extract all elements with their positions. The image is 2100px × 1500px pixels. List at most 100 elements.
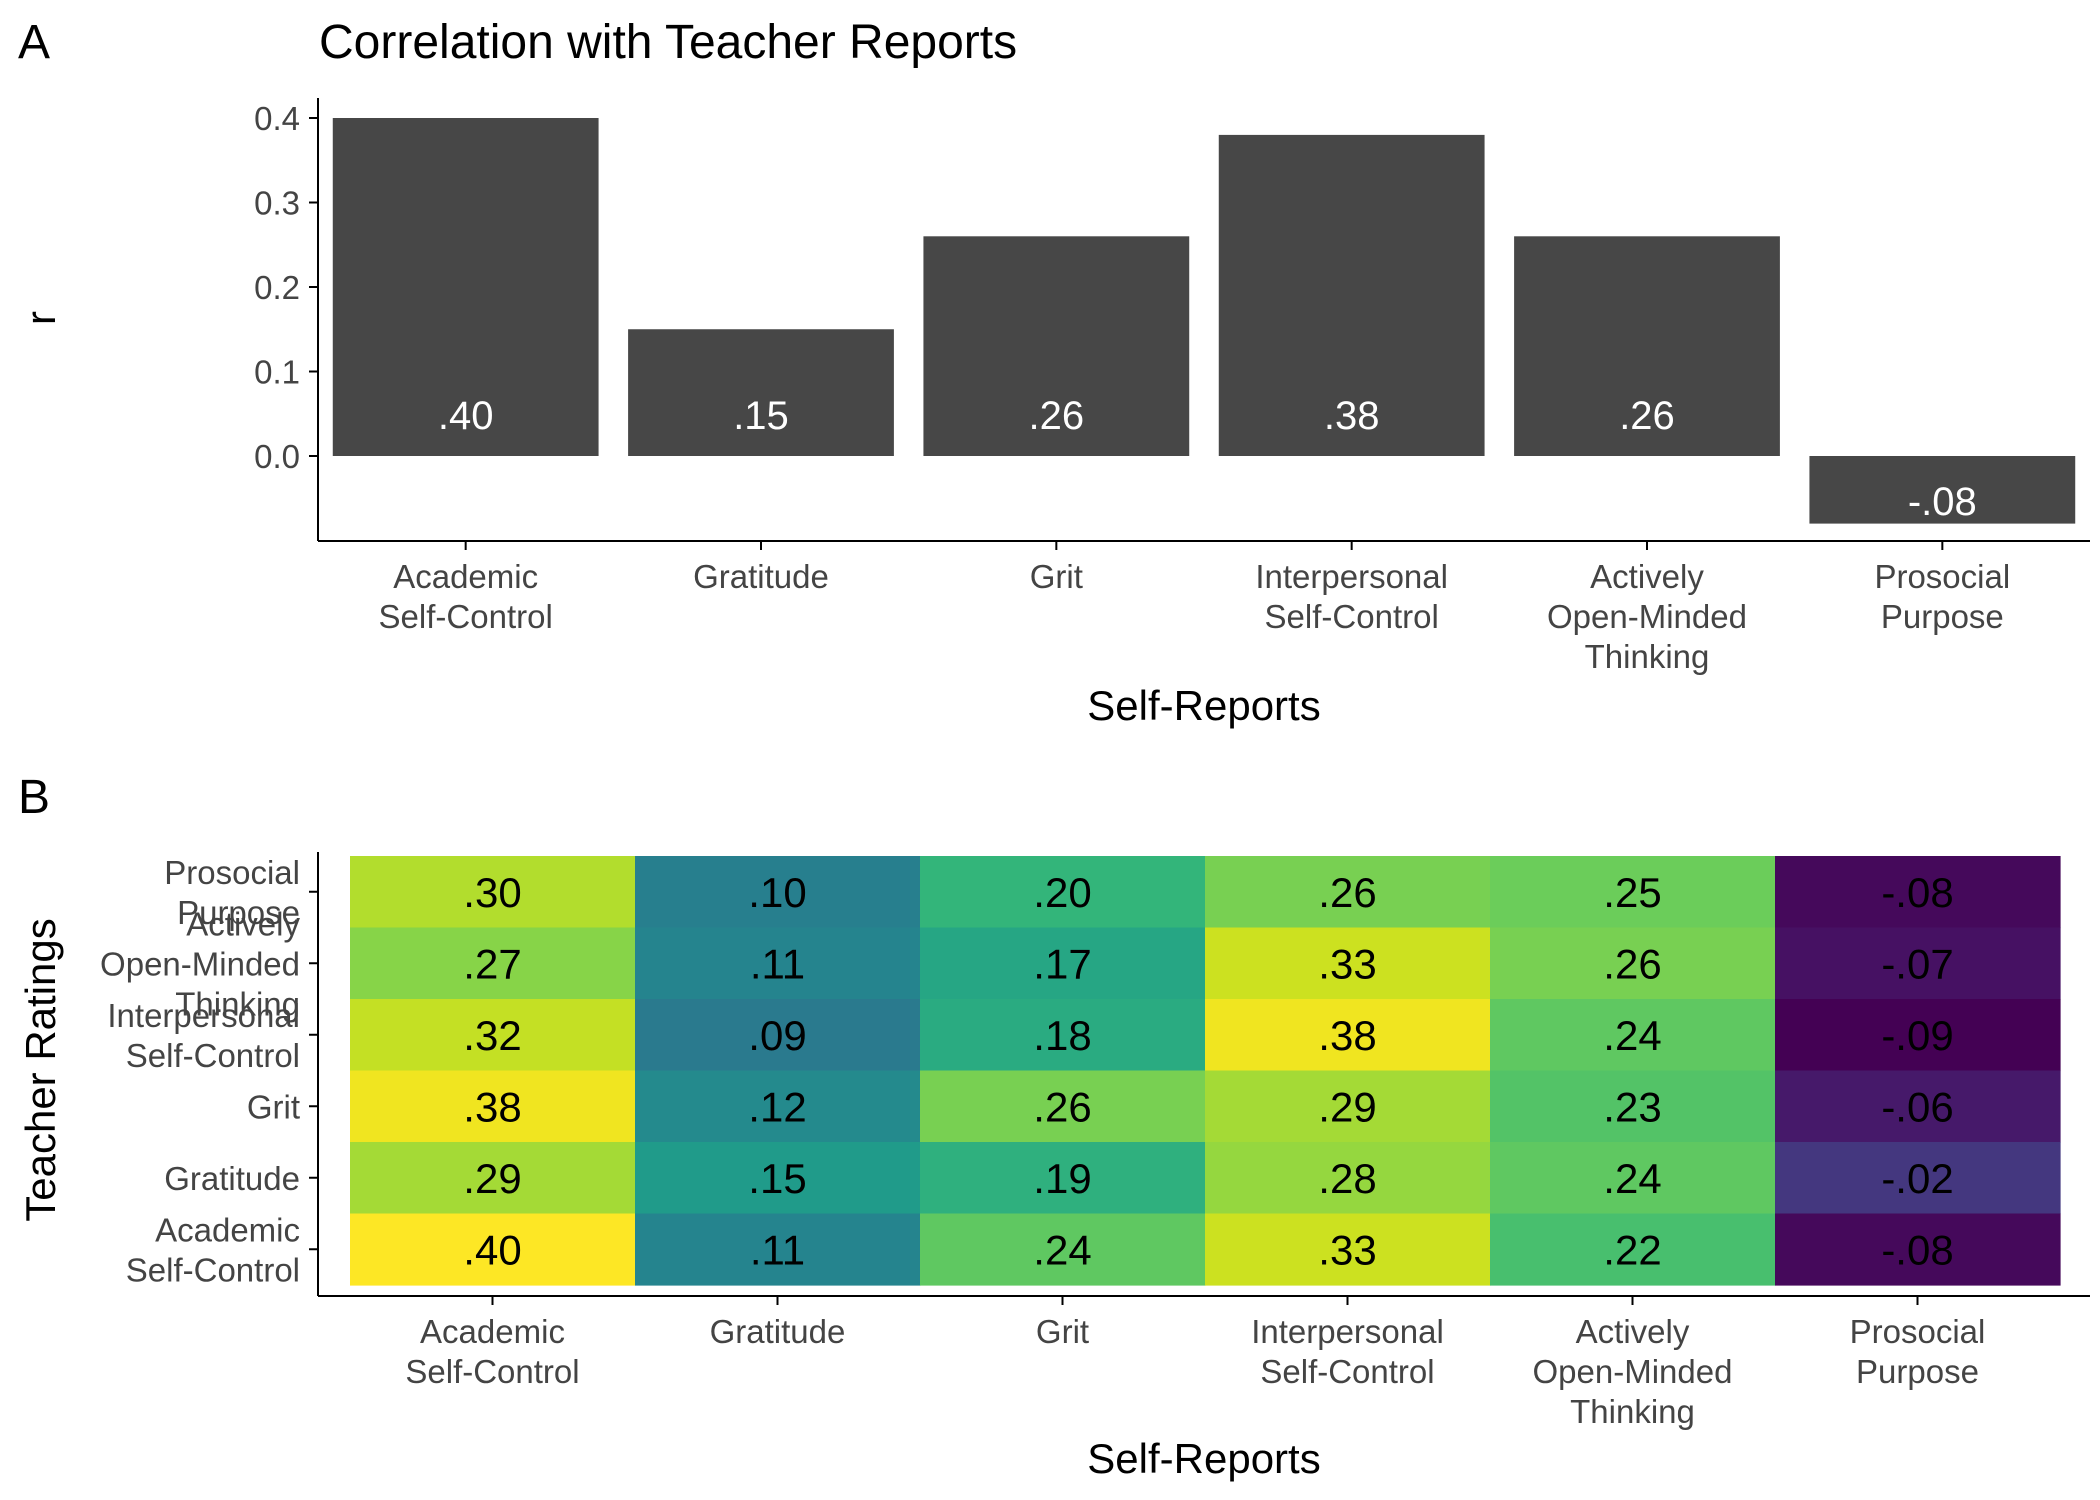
heatmap-cell-label: .29: [463, 1155, 521, 1202]
heatmap-cell-label: .19: [1033, 1155, 1091, 1202]
heatmap-cell-label: .17: [1033, 940, 1091, 987]
heatmap-cell-label: .38: [1318, 1012, 1376, 1059]
heatmap-cell-label: -.06: [1881, 1083, 1953, 1130]
heatmap-cell: [1205, 1142, 1491, 1215]
heatmap-cell: [1205, 1213, 1491, 1286]
heatmap-cell: [635, 856, 921, 929]
heatmap-cell: [350, 1142, 636, 1215]
bar-value-label: .26: [1029, 394, 1085, 438]
heatmap-cell: [920, 927, 1206, 1000]
heatmap-cell: [920, 1142, 1206, 1215]
x-tick-label: Interpersonal Self-Control: [1251, 1313, 1444, 1390]
heatmap-cell-label: -.07: [1881, 940, 1953, 987]
x-axis-title: Self-Reports: [1087, 1435, 1320, 1482]
heatmap-cell-label: .12: [748, 1083, 806, 1130]
heatmap-cell: [1205, 1070, 1491, 1143]
heatmap-cell: [920, 999, 1206, 1072]
y-tick-label: Actively Open-Minded Thinking: [100, 905, 300, 1022]
heatmap-cell-label: .11: [750, 1226, 805, 1273]
heatmap-cell: [1490, 856, 1776, 929]
heatmap-cell-label: .25: [1603, 869, 1661, 916]
heatmap-cell-label: .33: [1318, 940, 1376, 987]
x-tick-label: Prosocial Purpose: [1850, 1313, 1986, 1390]
bar: [1514, 236, 1780, 456]
heatmap-cell: [350, 1070, 636, 1143]
x-tick-label: Grit: [1036, 1313, 1089, 1350]
bar: [332, 118, 599, 456]
heatmap-cell-label: -.09: [1881, 1012, 1953, 1059]
x-tick-label: Academic Self-Control: [379, 558, 553, 635]
heatmap-cell: [1775, 927, 2061, 1000]
bar-value-label: -.08: [1908, 480, 1977, 524]
heatmap-cell: [1490, 999, 1776, 1072]
y-tick-label: Gratitude: [164, 1160, 300, 1197]
heatmap-cell-label: -.08: [1881, 1226, 1953, 1273]
heatmap-cell: [1490, 1213, 1776, 1286]
heatmap-cell: [1205, 999, 1491, 1072]
heatmap-cell: [635, 1142, 921, 1215]
panel-b-tag: B: [18, 771, 50, 824]
heatmap-cell: [635, 927, 921, 1000]
heatmap-cell-label: .20: [1033, 869, 1091, 916]
bar-value-label: .15: [733, 394, 789, 438]
heatmap-cell-label: .32: [463, 1012, 521, 1059]
heatmap-cell: [350, 927, 636, 1000]
bar: [1218, 134, 1485, 456]
heatmap-cell-label: .18: [1033, 1012, 1091, 1059]
heatmap-cell-label: .26: [1318, 869, 1376, 916]
x-tick-label: Actively Open-Minded Thinking: [1533, 1313, 1733, 1430]
heatmap-cell-label: .23: [1603, 1083, 1661, 1130]
heatmap-cell-label: .22: [1603, 1226, 1661, 1273]
heatmap-cell-label: -.08: [1881, 869, 1953, 916]
y-axis-title: r: [17, 311, 64, 325]
heatmap-cell-label: .11: [750, 940, 805, 987]
heatmap-cell: [920, 856, 1206, 929]
heatmap-cell: [1205, 927, 1491, 1000]
heatmap-cell: [1775, 856, 2061, 929]
bar-value-label: .26: [1619, 394, 1675, 438]
heatmap-cell: [1490, 1142, 1776, 1215]
heatmap-cell-label: .27: [463, 940, 521, 987]
heatmap-cell-label: .24: [1033, 1226, 1091, 1273]
panel-a-title: Correlation with Teacher Reports: [319, 16, 1017, 69]
x-tick-label: Prosocial Purpose: [1874, 558, 2010, 635]
x-tick-label: Interpersonal Self-Control: [1255, 558, 1448, 635]
x-tick-label: Gratitude: [693, 558, 829, 595]
heatmap-cell: [635, 999, 921, 1072]
x-tick-label: Gratitude: [710, 1313, 846, 1350]
y-tick-label: 0.1: [254, 354, 300, 391]
bar: [923, 236, 1190, 456]
x-tick-label: Grit: [1030, 558, 1083, 595]
y-tick-label: Prosocial Purpose: [164, 854, 300, 931]
panel-a-tag: A: [18, 16, 50, 69]
heatmap-cell: [350, 856, 636, 929]
y-tick-label: Grit: [247, 1088, 300, 1125]
heatmap-cell-label: .24: [1603, 1012, 1661, 1059]
heatmap-cell-label: .40: [463, 1226, 521, 1273]
bar: [1809, 456, 2076, 524]
heatmap: .30 .10 .20 .26 .25 -.08 .27 .11 .17 .33 .26 -.07 .3…: [17, 852, 2090, 1482]
heatmap-cell: [1775, 1070, 2061, 1143]
heatmap-cell-label: .15: [748, 1155, 806, 1202]
heatmap-cell-label: .29: [1318, 1083, 1376, 1130]
heatmap-cell: [635, 1213, 921, 1286]
y-tick-label: Academic Self-Control: [126, 1211, 300, 1288]
y-tick-label: 0.4: [254, 100, 300, 137]
heatmap-cell: [920, 1213, 1206, 1286]
heatmap-cell-label: .24: [1603, 1155, 1661, 1202]
heatmap-cell: [1490, 1070, 1776, 1143]
y-tick-label: Interpersonal Self-Control: [107, 997, 300, 1074]
heatmap-cell-label: .26: [1033, 1083, 1091, 1130]
bar: [628, 329, 894, 456]
heatmap-cell-label: .30: [463, 869, 521, 916]
y-tick-label: 0.3: [254, 185, 300, 222]
heatmap-cell: [350, 999, 636, 1072]
bar-chart: .40 Academic Self-Control .15 Gratitude .26 Gr…: [17, 98, 2090, 729]
x-axis-title: Self-Reports: [1087, 682, 1320, 729]
y-tick-label: 0.0: [254, 438, 300, 475]
heatmap-cell: [1490, 927, 1776, 1000]
heatmap-cell: [1205, 856, 1491, 929]
heatmap-cell: [920, 1070, 1206, 1143]
heatmap-cell-label: .33: [1318, 1226, 1376, 1273]
